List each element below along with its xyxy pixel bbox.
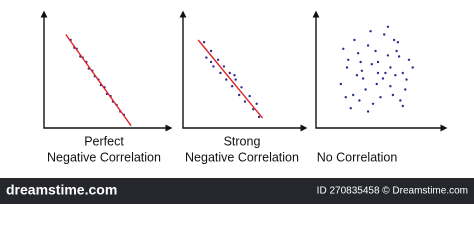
point [339,82,342,86]
point [379,96,382,99]
chart-title: No Correlation [317,150,398,164]
point [347,58,350,61]
chart-title: Perfect [84,134,124,148]
point [366,44,370,47]
point [386,54,390,57]
point [248,94,251,98]
point [222,65,226,68]
point [257,115,261,119]
point [230,85,234,88]
point [364,88,367,91]
point [411,66,414,69]
point [252,108,255,111]
point [370,62,373,66]
point [360,69,364,73]
axes [179,10,308,132]
footer-brand: dreamstime.com [6,182,117,198]
trend-line [65,34,132,127]
point [237,93,241,97]
figure: dreamstime.com ID 270835458 © Dreamstime… [0,10,474,204]
point [374,49,377,53]
footer-bar [0,178,474,204]
trend-line [197,39,264,119]
point [202,41,206,44]
point [401,104,404,108]
point [384,71,387,75]
point [209,49,213,53]
point [405,78,408,81]
point [234,78,237,81]
point [386,25,390,28]
chart-title: Negative Correlation [47,150,161,164]
axes [40,10,173,132]
axes [312,10,448,132]
point [233,74,236,77]
point [243,100,247,103]
point [392,38,396,42]
point [225,78,228,81]
point [366,110,370,113]
point [344,96,347,99]
point [240,86,243,89]
point [383,33,386,36]
point [359,60,362,64]
point [349,107,352,110]
point [361,77,365,80]
point [205,56,208,59]
point [369,30,372,33]
point [396,41,400,44]
point [404,88,407,91]
point [391,93,395,97]
point [376,71,380,75]
point [394,74,397,77]
point [216,58,220,61]
footer-id: ID 270835458 © Dreamstime.com [317,186,468,197]
chart-title: Strong [224,134,261,148]
point [389,85,392,88]
point [407,58,411,61]
point [389,66,392,69]
point [358,99,361,102]
chart-title: Negative Correlation [185,150,299,164]
point [255,102,258,106]
point [401,71,404,75]
point [375,82,378,86]
point [355,74,359,77]
point [395,49,398,53]
point [345,66,349,69]
point [356,52,360,55]
point [228,71,231,75]
point [209,60,213,64]
point [376,60,380,64]
point [397,55,401,58]
point [342,47,345,50]
point [371,102,375,106]
point [352,93,355,97]
point [353,38,356,42]
point [219,71,222,75]
point [399,99,402,102]
point [212,65,215,68]
point [381,77,385,80]
